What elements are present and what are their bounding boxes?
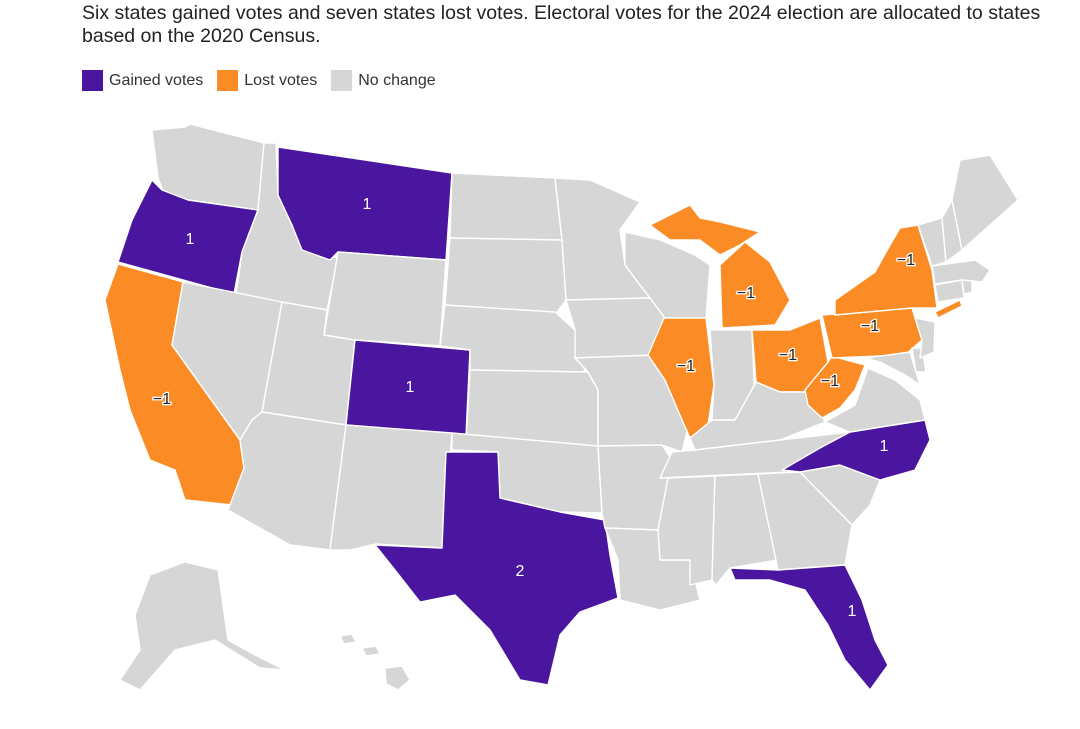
label-nc: 1 xyxy=(880,438,889,455)
state-me[interactable] xyxy=(951,154,1019,251)
label-wv: −1 xyxy=(821,373,839,390)
legend-label-gained: Gained votes xyxy=(109,71,204,89)
state-ks[interactable] xyxy=(465,369,599,447)
label-mt: 1 xyxy=(363,196,372,213)
label-oh: −1 xyxy=(779,347,797,364)
state-hi[interactable] xyxy=(384,665,411,691)
state-mt[interactable] xyxy=(277,146,453,261)
label-co: 1 xyxy=(406,379,415,396)
legend-swatch-gained xyxy=(82,70,103,91)
state-wv[interactable] xyxy=(804,355,866,419)
state-ny[interactable] xyxy=(834,224,938,316)
label-tx: 2 xyxy=(516,563,525,580)
label-fl: 1 xyxy=(848,603,857,620)
state-ny-long-island[interactable] xyxy=(934,299,963,319)
state-fl[interactable] xyxy=(729,564,889,691)
label-ca: −1 xyxy=(153,391,171,408)
legend-item-no-change: No change xyxy=(331,70,436,91)
state-az[interactable] xyxy=(227,411,347,551)
state-wy[interactable] xyxy=(323,251,447,347)
state-sd[interactable] xyxy=(444,237,567,316)
legend-label-lost: Lost votes xyxy=(244,71,318,89)
state-nj[interactable] xyxy=(914,317,936,359)
state-mi-upper[interactable] xyxy=(649,204,761,256)
state-ma[interactable] xyxy=(931,259,991,285)
legend-swatch-no-change xyxy=(331,70,353,91)
legend-item-lost: Lost votes xyxy=(217,70,317,91)
state-hi-islands[interactable] xyxy=(339,633,381,657)
state-nc[interactable] xyxy=(781,419,931,481)
state-ga[interactable] xyxy=(757,471,853,571)
legend-swatch-lost xyxy=(217,70,239,91)
legend: Gained votes Lost votes No change xyxy=(82,70,450,91)
state-tx[interactable] xyxy=(374,451,619,686)
state-nd[interactable] xyxy=(449,172,563,241)
state-ak[interactable] xyxy=(119,561,286,691)
legend-label-no-change: No change xyxy=(358,71,436,89)
label-il: −1 xyxy=(677,358,695,375)
legend-item-gained: Gained votes xyxy=(82,70,203,91)
state-md[interactable] xyxy=(865,351,921,386)
label-or: 1 xyxy=(186,231,195,248)
label-mi: −1 xyxy=(737,285,755,302)
state-nm[interactable] xyxy=(329,424,453,551)
state-va[interactable] xyxy=(824,367,926,433)
label-pa: −1 xyxy=(861,318,879,335)
label-ny: −1 xyxy=(897,252,915,269)
map-subtitle: Six states gained votes and seven states… xyxy=(82,2,1041,47)
